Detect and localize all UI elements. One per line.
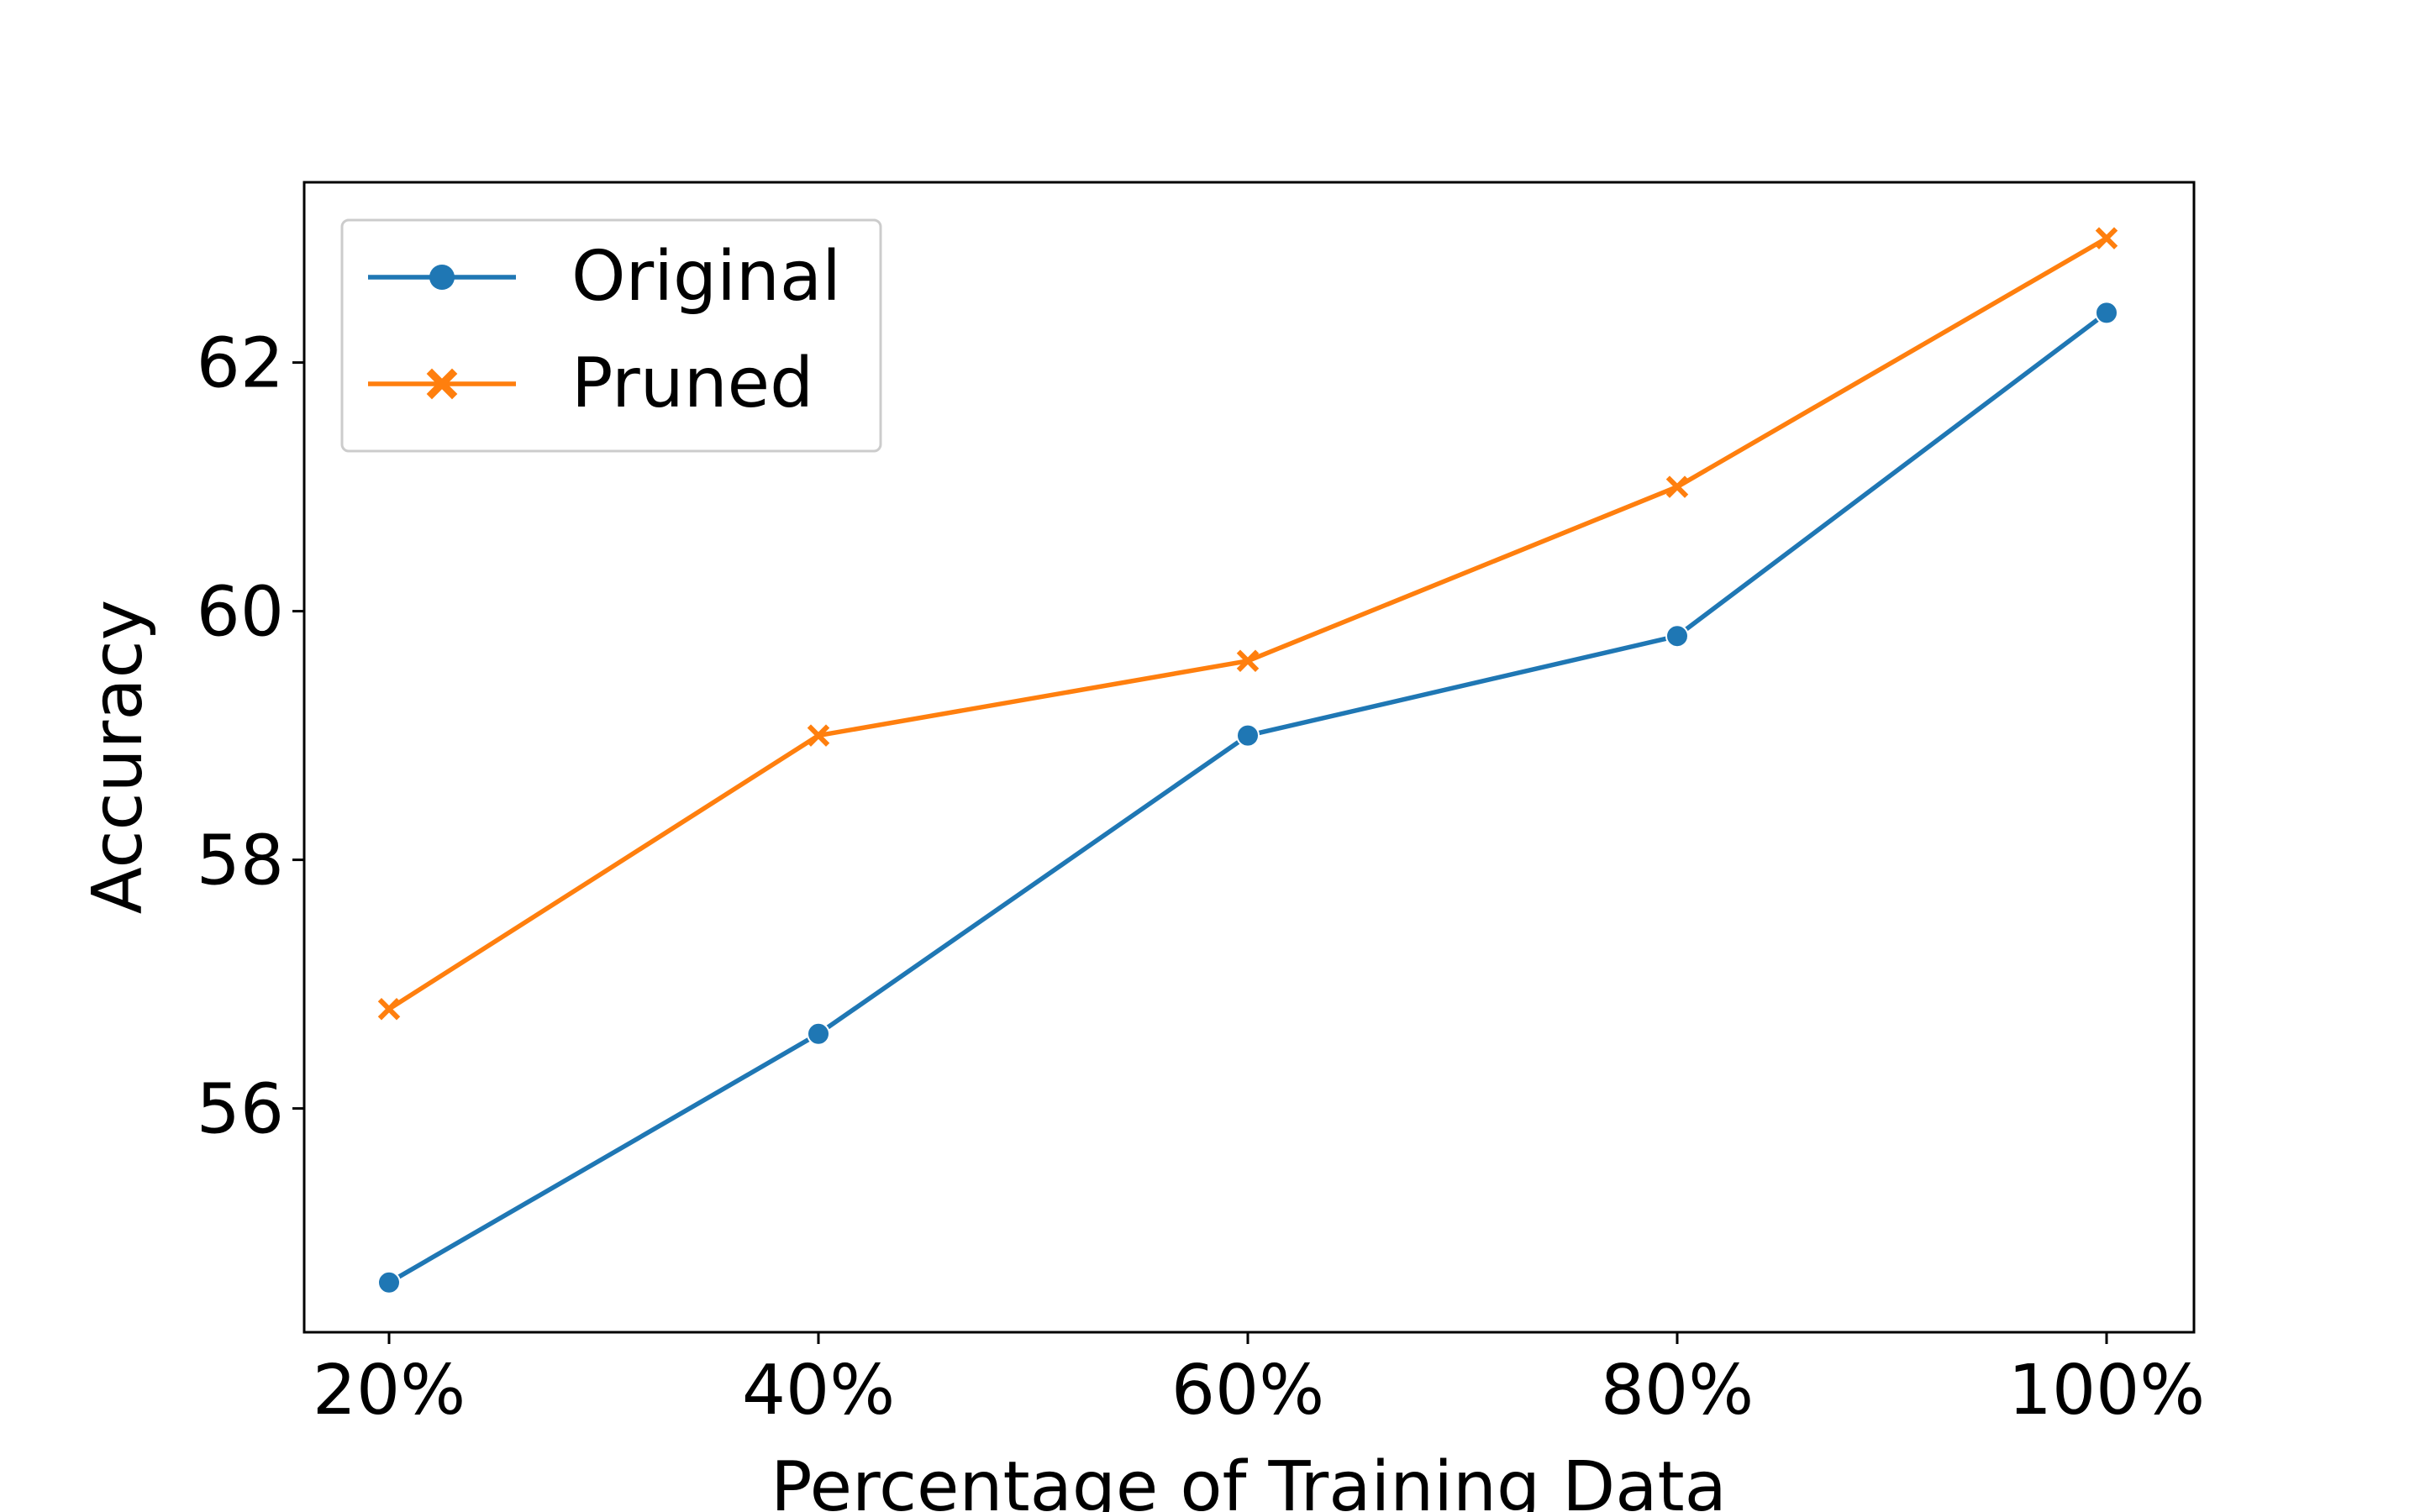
y-tick-label: 60: [197, 573, 284, 653]
data-point-pruned: [1665, 475, 1689, 498]
x-tick-label: 20%: [313, 1351, 466, 1431]
data-point-original: [807, 1021, 830, 1046]
x-tick-label: 60%: [1171, 1351, 1324, 1431]
x-axis-title: Percentage of Training Data: [771, 1447, 1727, 1512]
y-axis-title: Accuracy: [78, 600, 158, 914]
data-point-original: [377, 1270, 401, 1294]
data-point-pruned: [2095, 227, 2118, 249]
legend: Original Pruned: [340, 218, 882, 453]
y-tick-label: 58: [197, 822, 284, 901]
plot-markers: [377, 227, 2118, 1294]
legend-label-pruned: Pruned: [571, 344, 813, 423]
x-tick-label: 40%: [742, 1351, 895, 1431]
legend-entry-pruned: Pruned: [368, 344, 813, 423]
data-point-pruned: [377, 997, 401, 1021]
legend-marker-original: [429, 265, 455, 290]
legend-entry-original: Original: [368, 237, 841, 317]
y-tick-label: 56: [197, 1070, 284, 1150]
x-axis: 20% 40% 60% 80% 100%: [313, 1332, 2205, 1431]
legend-label-original: Original: [571, 237, 841, 317]
data-point-original: [1665, 624, 1689, 648]
data-point-original: [1236, 723, 1260, 748]
x-tick-label: 100%: [2008, 1351, 2205, 1431]
data-point-original: [2095, 301, 2118, 325]
x-tick-label: 80%: [1601, 1351, 1754, 1431]
y-tick-label: 62: [197, 324, 284, 404]
data-point-pruned: [1236, 649, 1260, 673]
y-axis: 56 58 60 62: [197, 324, 304, 1150]
legend-marker-pruned: [426, 368, 458, 400]
data-point-pruned: [807, 724, 830, 747]
